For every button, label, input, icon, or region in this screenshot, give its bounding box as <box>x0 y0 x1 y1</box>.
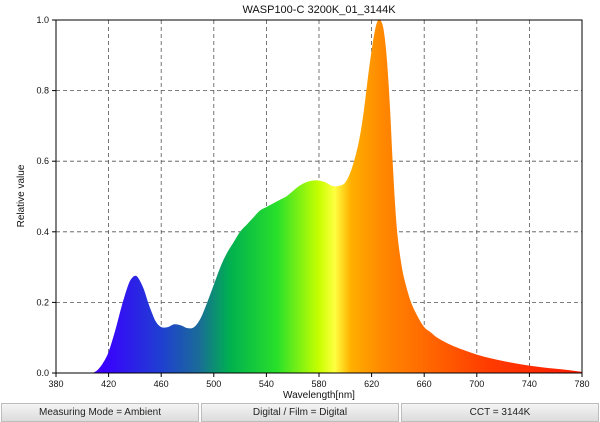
digital-film-field: Digital / Film = Digital <box>201 403 399 422</box>
x-tick-label: 540 <box>259 379 274 389</box>
measuring-mode-field: Measuring Mode = Ambient <box>1 403 199 422</box>
y-axis-ticks: 0.0 0.2 0.4 0.6 0.8 1.0 <box>36 15 56 378</box>
x-tick-label: 620 <box>364 379 379 389</box>
chart-title: WASP100-C 3200K_01_3144K <box>242 4 396 16</box>
y-tick-label: 0.0 <box>36 368 49 378</box>
x-tick-label: 740 <box>522 379 537 389</box>
y-tick-label: 0.2 <box>36 297 49 307</box>
x-tick-label: 460 <box>154 379 169 389</box>
y-axis-label: Relative value <box>16 164 27 227</box>
x-tick-label: 500 <box>206 379 221 389</box>
y-tick-label: 1.0 <box>36 15 49 25</box>
x-axis-ticks: 380 420 460 500 540 580 620 660 700 740 780 <box>48 373 590 389</box>
x-tick-label: 660 <box>417 379 432 389</box>
x-tick-label: 580 <box>311 379 326 389</box>
y-tick-label: 0.6 <box>36 156 49 166</box>
x-tick-label: 780 <box>574 379 589 389</box>
spectrum-area <box>92 19 582 374</box>
cct-field: CCT = 3144K <box>401 403 599 422</box>
status-bar: Measuring Mode = Ambient Digital / Film … <box>0 403 600 422</box>
y-tick-label: 0.4 <box>36 227 49 237</box>
x-tick-label: 700 <box>469 379 484 389</box>
y-tick-label: 0.8 <box>36 86 49 96</box>
x-axis-label: Wavelength[nm] <box>283 390 355 400</box>
spectrum-chart: WASP100-C 3200K_01_3144K 380 420 460 500 540… <box>16 4 590 400</box>
x-tick-label: 380 <box>48 379 63 389</box>
x-tick-label: 420 <box>101 379 116 389</box>
